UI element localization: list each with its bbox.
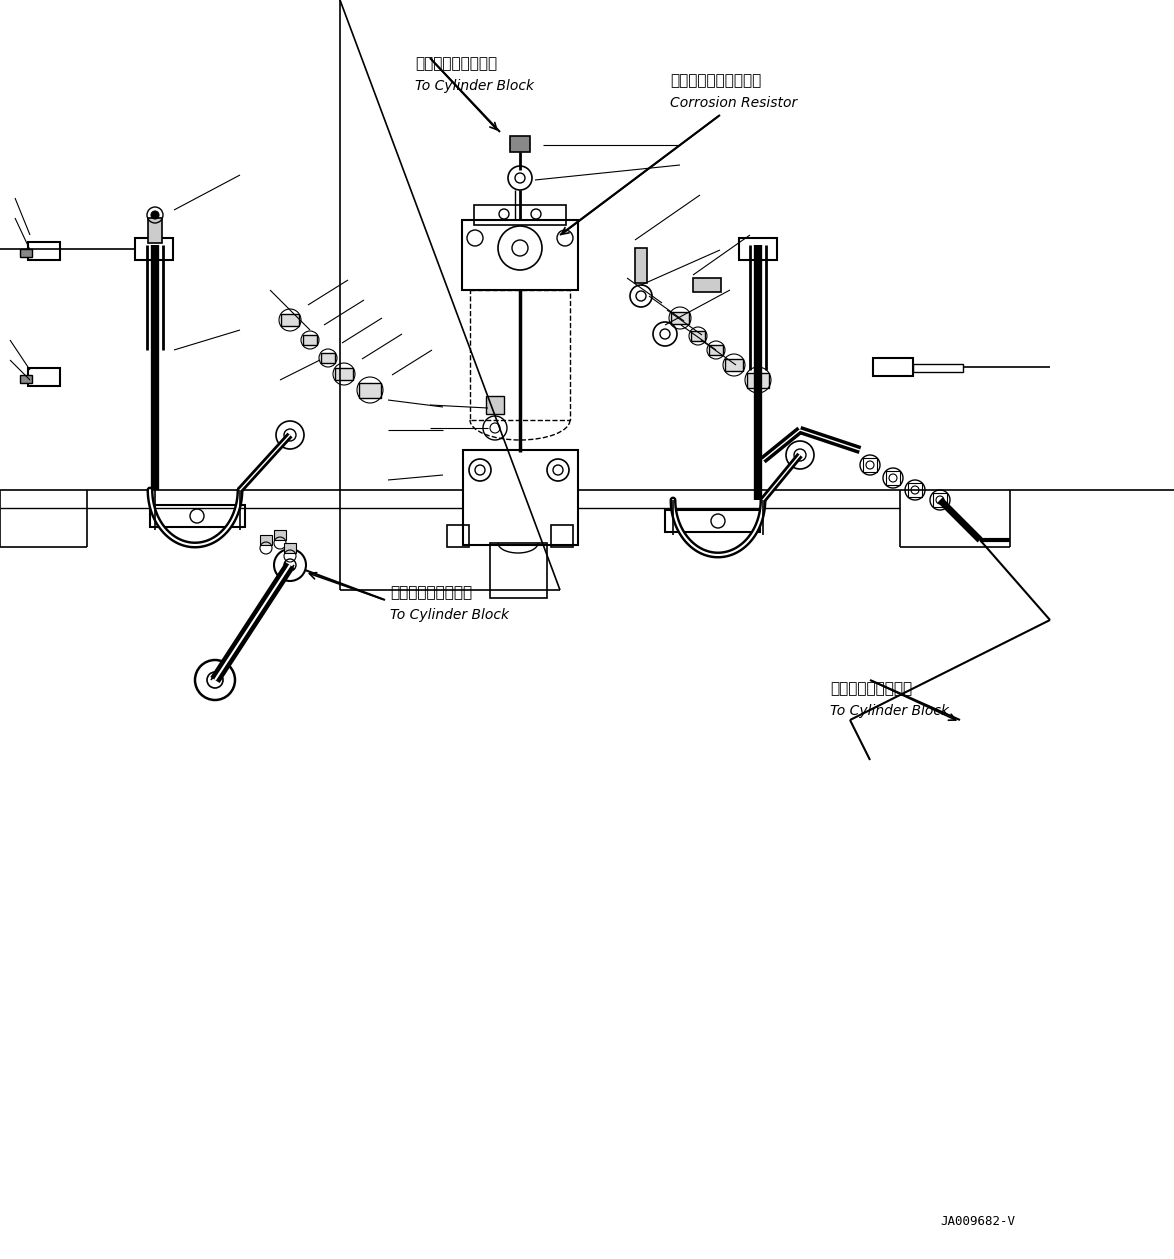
Bar [886,471,900,485]
Bar [463,220,578,290]
Bar [738,238,777,261]
Bar [913,364,963,371]
Bar [691,331,706,341]
Bar [335,368,353,380]
Bar [20,249,32,257]
Bar [284,543,296,553]
Bar [863,458,877,472]
Bar [274,530,286,540]
Bar [463,449,578,545]
Bar [259,535,272,545]
Text: シリンダブロックへ: シリンダブロックへ [414,55,497,71]
Bar [28,368,60,387]
Bar [486,397,504,414]
Circle shape [151,212,158,219]
Bar [490,543,547,598]
Text: To Cylinder Block: To Cylinder Block [390,608,510,622]
Text: シリンダブロックへ: シリンダブロックへ [830,681,912,696]
Bar [303,335,317,345]
Bar [510,136,529,152]
Bar [747,373,769,388]
Bar [470,290,571,421]
Bar [20,375,32,383]
Bar [672,312,689,324]
Bar [474,205,566,225]
Bar [726,359,743,371]
Bar [664,510,760,533]
Bar [551,525,573,546]
Bar [709,345,723,355]
Bar [359,383,382,398]
Bar [447,525,468,546]
Bar [635,248,647,283]
Bar [693,278,721,292]
Bar [148,218,162,243]
Bar [28,242,60,261]
Text: To Cylinder Block: To Cylinder Block [414,79,534,93]
Text: JA009682-V: JA009682-V [940,1215,1016,1228]
Bar [135,238,173,261]
Text: Corrosion Resistor: Corrosion Resistor [670,96,797,110]
Text: コロージョンレジスタ: コロージョンレジスタ [670,73,761,88]
Bar [873,358,913,376]
Bar [908,483,922,497]
Bar [150,505,245,528]
Bar [321,353,335,363]
Text: To Cylinder Block: To Cylinder Block [830,704,949,718]
Bar [281,313,299,326]
Text: シリンダブロックへ: シリンダブロックへ [390,585,472,601]
Bar [933,494,947,507]
